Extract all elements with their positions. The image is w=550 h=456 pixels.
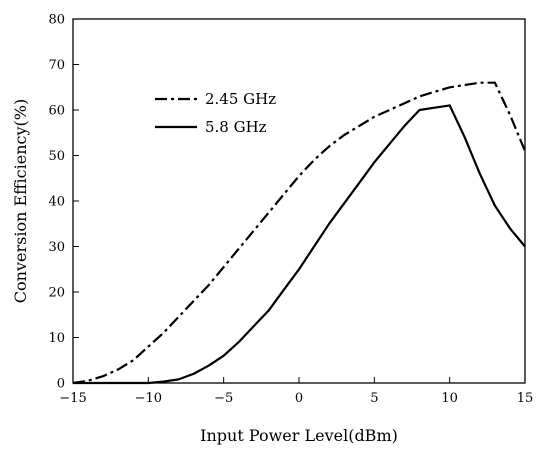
y-axis-title: Conversion Efficiency(%)	[11, 99, 30, 303]
series-line-5-8-ghz	[73, 104, 526, 385]
series-line-2-45-ghz	[72, 81, 527, 385]
x-axis-title: Input Power Level(dBm)	[200, 426, 398, 445]
x-tick-label: −10	[135, 391, 162, 406]
legend-label: 2.45 GHz	[205, 90, 276, 108]
y-tick-label: 40	[48, 195, 65, 210]
x-tick-label: −5	[214, 391, 233, 406]
legend-label: 5.8 GHz	[205, 118, 267, 136]
y-tick-label: 70	[48, 58, 65, 73]
y-tick-label: 50	[48, 149, 65, 164]
y-tick-label: 80	[48, 13, 65, 28]
x-tick-label: 0	[295, 391, 303, 406]
y-tick-label: 0	[57, 377, 65, 392]
y-tick-label: 60	[48, 104, 65, 119]
y-tick-label: 30	[48, 240, 65, 255]
x-tick-label: 10	[441, 391, 458, 406]
x-tick-label: 15	[517, 391, 534, 406]
axis-ticks: −15 −10 −5 0 5 10 15 0 10 20 30 40 50 60 70 80	[48, 13, 533, 407]
legend: 2.45 GHz 5.8 GHz	[155, 90, 276, 136]
y-tick-label: 10	[48, 331, 65, 346]
x-tick-label: 5	[370, 391, 378, 406]
y-tick-label: 20	[48, 286, 65, 301]
series-layer	[72, 81, 527, 385]
x-tick-label: −15	[59, 391, 86, 406]
